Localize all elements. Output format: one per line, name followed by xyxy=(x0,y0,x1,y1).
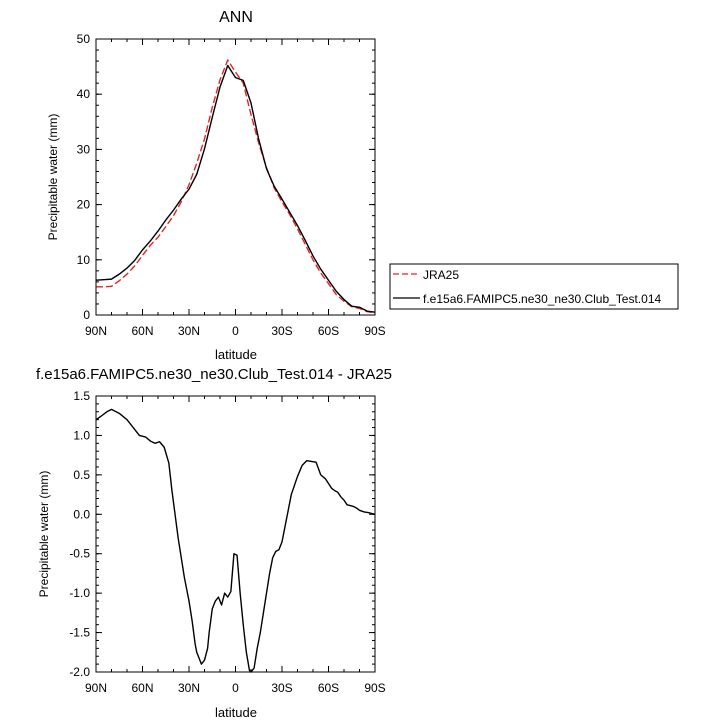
top-x-axis-label: latitude xyxy=(215,347,257,362)
bottom-y-tick-label: 1.5 xyxy=(73,389,90,403)
legend-label-jra25: JRA25 xyxy=(423,268,459,282)
bottom-series-line-0 xyxy=(95,408,376,673)
bottom-chart-title: f.e15a6.FAMIPC5.ne30_ne30.Club_Test.014 … xyxy=(36,366,392,383)
bottom-x-tick-label: 90N xyxy=(85,681,107,695)
bottom-y-tick-label: -1.0 xyxy=(69,586,90,600)
legend-label-model: f.e15a6.FAMIPC5.ne30_ne30.Club_Test.014 xyxy=(423,292,661,306)
top-x-tick-label: 90N xyxy=(85,324,107,338)
legend-box xyxy=(389,263,679,310)
top-x-tick-label: 60S xyxy=(318,324,339,338)
top-series-line-0 xyxy=(96,59,376,314)
top-x-tick-label: 30S xyxy=(271,324,292,338)
top-series-line-1 xyxy=(95,64,376,313)
bottom-y-tick-label: -2.0 xyxy=(69,665,90,679)
top-y-tick-label: 30 xyxy=(77,142,91,156)
top-x-tick-label: 60N xyxy=(131,324,153,338)
bottom-x-tick-label: 60N xyxy=(131,681,153,695)
top-y-tick-label: 20 xyxy=(77,198,91,212)
bottom-x-tick-label: 30N xyxy=(178,681,200,695)
bottom-y-axis-label: Precipitable water (mm) xyxy=(37,471,51,598)
bottom-x-tick-label: 60S xyxy=(318,681,339,695)
top-chart-title: ANN xyxy=(219,9,253,26)
top-x-tick-label: 0 xyxy=(232,324,239,338)
bottom-y-tick-label: 0.0 xyxy=(73,507,90,521)
bottom-x-tick-label: 30S xyxy=(271,681,292,695)
bottom-x-tick-label: 0 xyxy=(232,681,239,695)
top-y-tick-label: 40 xyxy=(77,87,91,101)
bottom-panel: f.e15a6.FAMIPC5.ne30_ne30.Club_Test.014 … xyxy=(36,366,392,720)
top-panel: ANN Precipitable water (mm) latitude 90N… xyxy=(46,9,386,362)
top-y-tick-label: 0 xyxy=(83,308,90,322)
top-y-tick-label: 50 xyxy=(77,32,91,46)
top-x-tick-label: 90S xyxy=(364,324,385,338)
bottom-y-tick-label: -0.5 xyxy=(69,547,90,561)
bottom-x-tick-label: 90S xyxy=(364,681,385,695)
bottom-plot-frame xyxy=(95,395,376,673)
bottom-x-axis-label: latitude xyxy=(215,705,257,720)
legend: JRA25 f.e15a6.FAMIPC5.ne30_ne30.Club_Tes… xyxy=(389,263,679,310)
top-x-tick-label: 30N xyxy=(178,324,200,338)
bottom-y-tick-label: 1.0 xyxy=(73,428,90,442)
bottom-y-tick-label: -1.5 xyxy=(69,626,90,640)
bottom-y-tick-label: 0.5 xyxy=(73,468,90,482)
top-plot-frame xyxy=(95,38,376,316)
top-y-tick-label: 10 xyxy=(77,253,91,267)
top-y-axis-label: Precipitable water (mm) xyxy=(46,114,60,241)
